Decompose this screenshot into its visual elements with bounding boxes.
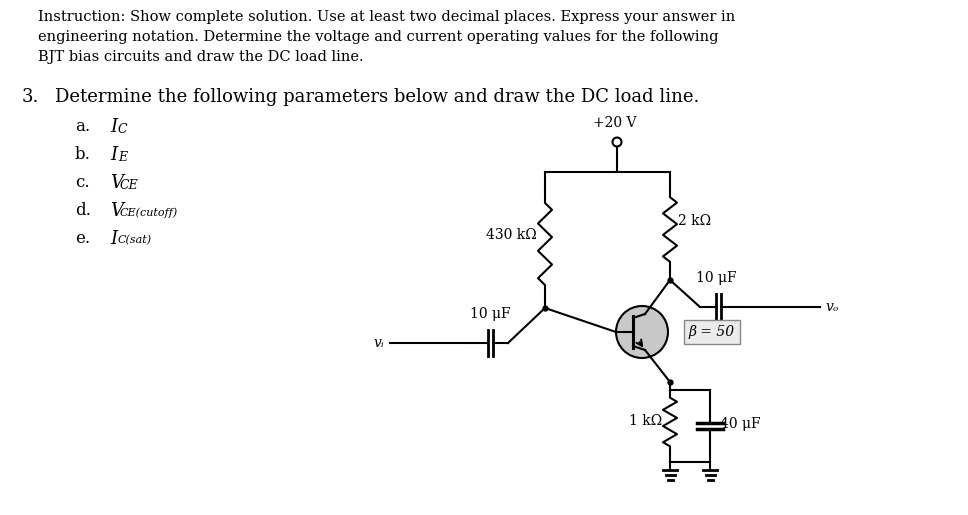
- Text: d.: d.: [75, 202, 91, 219]
- Text: C(sat): C(sat): [118, 235, 152, 245]
- Text: CE: CE: [120, 179, 138, 192]
- Text: E: E: [118, 151, 127, 164]
- Text: 1 kΩ: 1 kΩ: [629, 414, 662, 428]
- Text: V: V: [110, 202, 123, 220]
- Text: engineering notation. Determine the voltage and current operating values for the: engineering notation. Determine the volt…: [38, 30, 718, 44]
- Text: 430 kΩ: 430 kΩ: [486, 228, 537, 242]
- Text: vᵢ: vᵢ: [374, 336, 384, 350]
- Text: 2 kΩ: 2 kΩ: [678, 214, 711, 228]
- Text: I: I: [110, 230, 117, 248]
- Text: b.: b.: [75, 146, 91, 163]
- Text: V: V: [110, 174, 123, 192]
- Text: +20 V: +20 V: [593, 116, 637, 130]
- Text: I: I: [110, 146, 117, 164]
- Text: e.: e.: [75, 230, 90, 247]
- Text: CE(cutoff): CE(cutoff): [120, 207, 178, 217]
- Text: vₒ: vₒ: [825, 300, 838, 314]
- Text: c.: c.: [75, 174, 90, 191]
- Text: β = 50: β = 50: [689, 325, 735, 339]
- Text: 3.: 3.: [22, 88, 40, 106]
- Text: Determine the following parameters below and draw the DC load line.: Determine the following parameters below…: [55, 88, 699, 106]
- Text: a.: a.: [75, 118, 90, 135]
- Text: BJT bias circuits and draw the DC load line.: BJT bias circuits and draw the DC load l…: [38, 50, 364, 64]
- Text: C: C: [118, 123, 128, 136]
- Text: I: I: [110, 118, 117, 136]
- Text: 10 μF: 10 μF: [696, 271, 737, 285]
- Text: 10 μF: 10 μF: [469, 307, 510, 321]
- Circle shape: [616, 306, 668, 358]
- Text: 40 μF: 40 μF: [720, 417, 761, 431]
- Text: Instruction: Show complete solution. Use at least two decimal places. Express yo: Instruction: Show complete solution. Use…: [38, 10, 736, 24]
